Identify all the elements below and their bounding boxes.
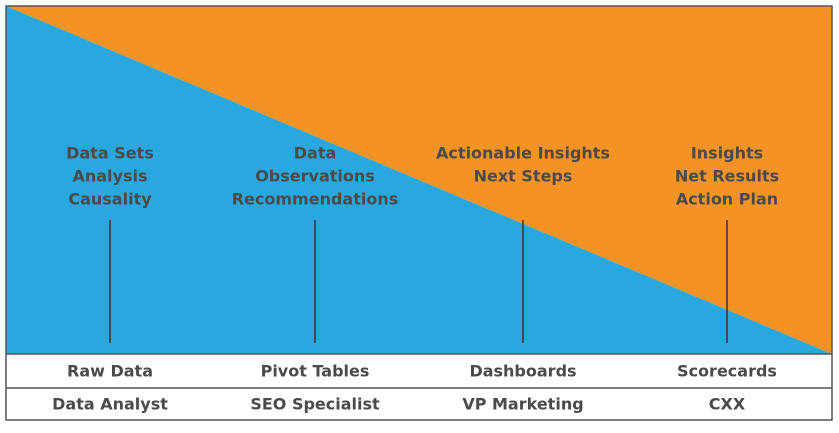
column-label: Causality — [68, 190, 152, 209]
column-label: Next Steps — [474, 167, 573, 186]
column-label: Observations — [255, 167, 375, 186]
tool-label: Raw Data — [67, 362, 153, 381]
frame — [5, 5, 833, 421]
column-label: Insights — [691, 144, 763, 163]
columns: Data Sets Analysis Causality Raw Data Data A… — [52, 144, 779, 414]
role-label: CXX — [709, 395, 746, 414]
column-label: Recommendations — [232, 190, 399, 209]
column-label: Data — [294, 144, 337, 163]
tool-label: Scorecards — [677, 362, 777, 381]
column-label: Action Plan — [676, 190, 778, 209]
tool-label: Pivot Tables — [261, 362, 370, 381]
column-label: Data Sets — [66, 144, 154, 163]
column-label: Actionable Insights — [436, 144, 610, 163]
tool-label: Dashboards — [469, 362, 576, 381]
column-label: Analysis — [72, 167, 147, 186]
role-label: VP Marketing — [462, 395, 583, 414]
column-label: Net Results — [675, 167, 779, 186]
blue-region — [6, 6, 832, 354]
role-label: SEO Specialist — [250, 395, 380, 414]
role-label: Data Analyst — [52, 395, 168, 414]
